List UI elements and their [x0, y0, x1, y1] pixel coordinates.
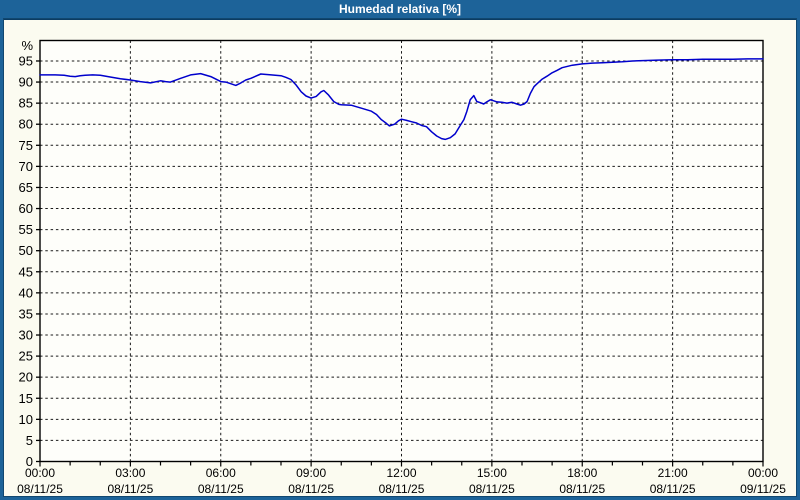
- y-tick-label: 70: [19, 159, 33, 174]
- y-tick-label: 40: [19, 285, 33, 300]
- x-tick-date-label: 09/11/25: [740, 482, 786, 496]
- plot-border: [39, 39, 764, 463]
- y-tick-label: 90: [19, 75, 33, 90]
- humidity-series-line: [39, 58, 764, 141]
- x-tick-time-label: 09:00: [296, 466, 326, 480]
- y-tick-label: 20: [19, 370, 33, 385]
- x-tick-date-label: 08/11/25: [469, 482, 515, 496]
- window-title: Humedad relativa [%]: [338, 2, 462, 16]
- y-tick-label: 65: [19, 180, 33, 195]
- x-tick-time-label: 00:00: [25, 466, 55, 480]
- x-tick-date-label: 08/11/25: [198, 482, 244, 496]
- y-axis-unit-label: %: [21, 38, 33, 53]
- x-tick-date-label: 08/11/25: [379, 482, 425, 496]
- x-tick-time-label: 00:00: [748, 466, 778, 480]
- y-tick-label: 45: [19, 264, 33, 279]
- x-tick-time-label: 06:00: [206, 466, 236, 480]
- x-tick-date-label: 08/11/25: [288, 482, 334, 496]
- x-tick-date-label: 08/11/25: [559, 482, 605, 496]
- x-tick-time-label: 03:00: [115, 466, 145, 480]
- x-tick-date-label: 08/11/25: [107, 482, 153, 496]
- humidity-chart-canvas: 0 5 10 15 20 25 30 35 40 45 50 55 60 65 70 75 80 85 90 95% 0…: [17, 38, 786, 496]
- y-tick-label: 75: [19, 138, 33, 153]
- window-titlebar[interactable]: Humedad relativa [%]: [3, 0, 797, 20]
- y-tick-label: 5: [26, 433, 33, 448]
- y-tick-label: 95: [19, 53, 33, 68]
- y-tick-label: 0: [26, 454, 33, 469]
- x-tick-time-label: 15:00: [477, 466, 507, 480]
- y-tick-label: 25: [19, 349, 33, 364]
- y-tick-label: 55: [19, 222, 33, 237]
- y-tick-label: 10: [19, 412, 33, 427]
- x-tick-time-label: 18:00: [567, 466, 597, 480]
- y-tick-label: 15: [19, 391, 33, 406]
- y-tick-label: 50: [19, 243, 33, 258]
- y-tick-label: 30: [19, 328, 33, 343]
- x-tick-time-label: 21:00: [658, 466, 688, 480]
- x-tick-date-label: 08/11/25: [17, 482, 63, 496]
- y-tick-label: 35: [19, 306, 33, 321]
- x-tick-time-label: 12:00: [386, 466, 416, 480]
- y-tick-label: 60: [19, 201, 33, 216]
- y-tick-label: 80: [19, 117, 33, 132]
- x-tick-date-label: 08/11/25: [650, 482, 696, 496]
- y-tick-label: 85: [19, 96, 33, 111]
